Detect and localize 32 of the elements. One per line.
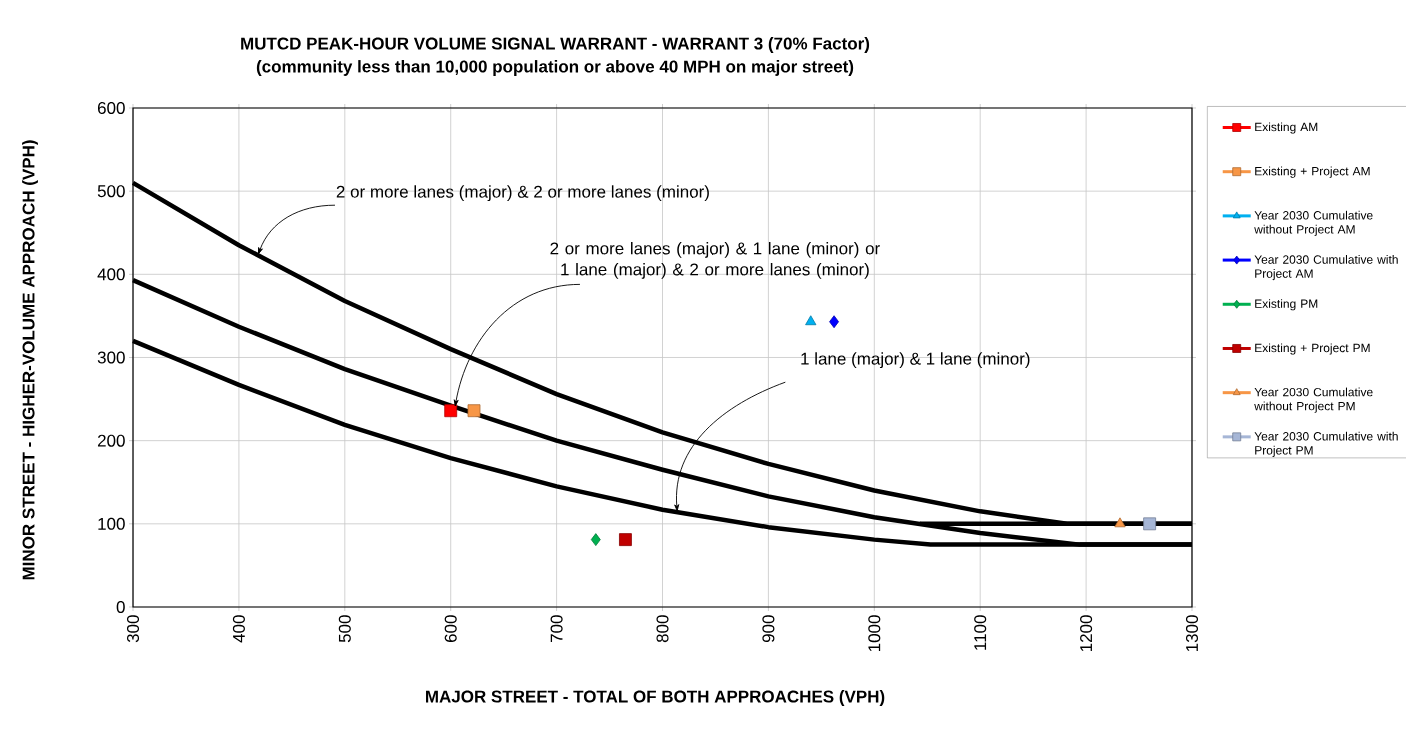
x-axis-title: MAJOR STREET - TOTAL OF BOTH APPROACHES (VPH) (426, 690, 885, 706)
x-tick-label: 1000 (868, 615, 881, 652)
legend-label: Year 2030 Cumulative without Project AM (1254, 210, 1373, 236)
x-tick-label: 700 (550, 615, 563, 642)
x-tick-label: 1200 (1080, 615, 1093, 652)
chart-title: MUTCD PEAK-HOUR VOLUME SIGNAL WARRANT - WARRANT 3 (70% Factor) (241, 37, 870, 53)
x-tick-label: 900 (762, 615, 775, 643)
legend-label: Existing PM (1255, 299, 1318, 311)
y-tick-label: 0 (116, 600, 125, 614)
y-tick-label: 400 (97, 268, 125, 281)
legend-label: Year 2030 Cumulative with Project AM (1254, 254, 1398, 281)
legend-label: Year 2030 Cumulative without Project PM (1254, 387, 1373, 413)
x-tick-label: 1100 (974, 615, 987, 650)
legend-label: Existing AM (1255, 122, 1318, 134)
legend-label: Year 2030 Cumulative with Project PM (1254, 431, 1398, 457)
y-tick-label: 600 (97, 101, 125, 115)
chart-subtitle: (community less than 10,000 population or above 40 MPH on major street) (256, 60, 854, 76)
x-tick-label: 800 (656, 615, 669, 643)
y-tick-label: 200 (97, 434, 125, 447)
annotation: 2 or more lanes (major) & 1 lane (minor) or 1 lane (major) & 2 or more lanes (minor) (550, 241, 880, 279)
x-tick-label: 600 (444, 615, 457, 643)
y-axis-title: MINOR STREET - HIGHER-VOLUME APPROACH (VPH) (22, 140, 38, 580)
annotation: 2 or more lanes (major) & 2 or more lanes (minor) (336, 185, 709, 202)
x-tick-label: 1300 (1185, 615, 1199, 652)
annotation: 1 lane (major) & 1 lane (minor) (801, 352, 1030, 369)
x-tick-label: 500 (338, 615, 351, 643)
legend-label: Existing + Project PM (1255, 343, 1370, 355)
y-tick-label: 500 (97, 185, 125, 198)
legend-label: Existing + Project AM (1255, 166, 1370, 178)
x-tick-label: 400 (232, 615, 245, 643)
y-tick-label: 100 (98, 517, 125, 530)
y-tick-label: 300 (97, 351, 125, 364)
